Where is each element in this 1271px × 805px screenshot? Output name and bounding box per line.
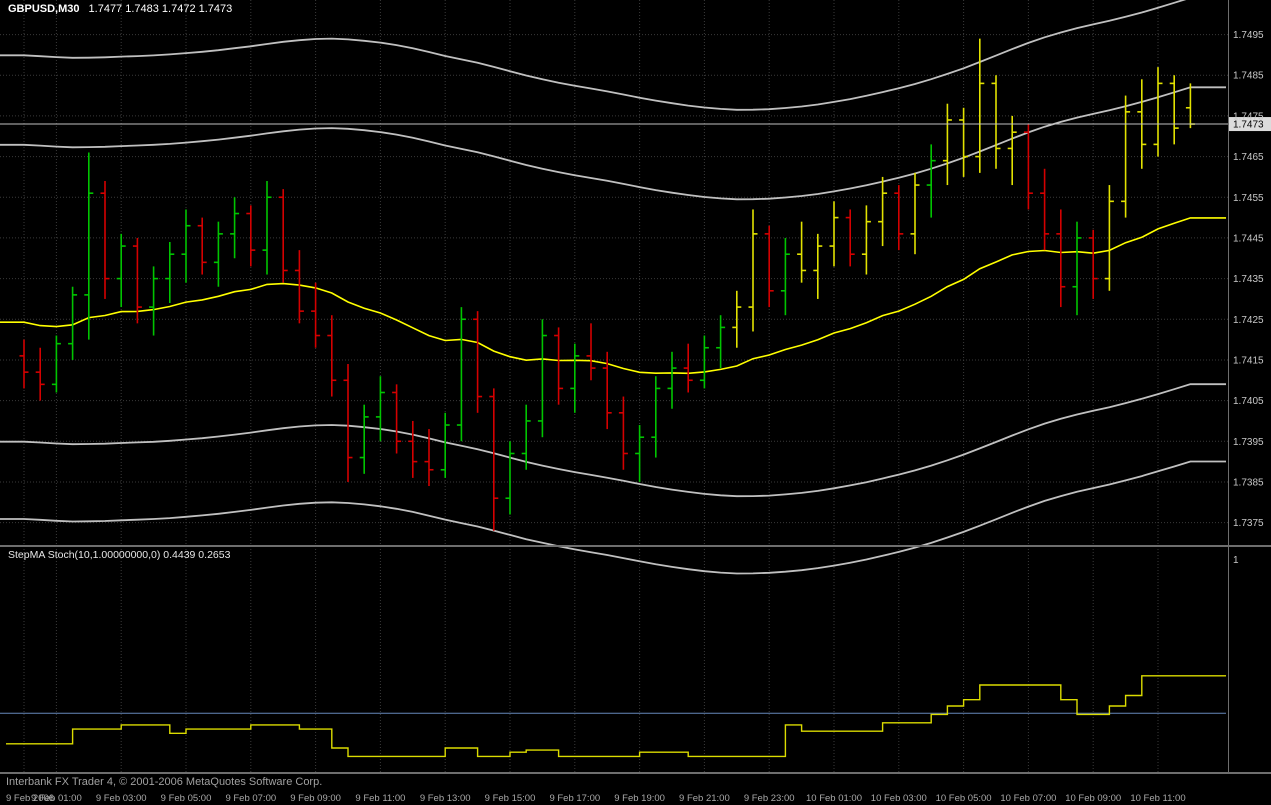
svg-text:1.7425: 1.7425	[1233, 315, 1264, 326]
svg-text:1.7473: 1.7473	[1233, 120, 1264, 131]
price-bars	[19, 38, 1195, 531]
svg-text:1.7405: 1.7405	[1233, 396, 1264, 407]
svg-text:1.7435: 1.7435	[1233, 274, 1264, 285]
svg-text:9 Feb 2006: 9 Feb 2006	[6, 793, 54, 804]
svg-text:1.7465: 1.7465	[1233, 152, 1264, 163]
current-price-badge: 1.7473	[1229, 117, 1271, 132]
svg-text:1.7455: 1.7455	[1233, 193, 1264, 204]
chart-title: GBPUSD,M30 1.7477 1.7483 1.7472 1.7473	[8, 3, 232, 15]
svg-text:10 Feb 01:00: 10 Feb 01:00	[806, 793, 862, 804]
svg-text:9 Feb 03:00: 9 Feb 03:00	[96, 793, 147, 804]
chart-symbol-timeframe: GBPUSD,M30	[8, 3, 80, 15]
price-axis[interactable]: 1.7495 1.7485 1.7475 1.7465 1.7455 1.7445 1.74…	[1233, 30, 1264, 529]
svg-text:1.7385: 1.7385	[1233, 477, 1264, 488]
grid-layer	[0, 0, 1228, 772]
svg-text:9 Feb 07:00: 9 Feb 07:00	[225, 793, 276, 804]
svg-text:9 Feb 15:00: 9 Feb 15:00	[485, 793, 536, 804]
svg-text:10 Feb 11:00: 10 Feb 11:00	[1130, 793, 1185, 804]
svg-text:9 Feb 01:00: 9 Feb 01:00	[31, 793, 82, 804]
indicator-scale: 1	[1233, 555, 1239, 566]
svg-text:9 Feb 19:00: 9 Feb 19:00	[614, 793, 665, 804]
band-lines	[0, 0, 1226, 575]
svg-text:9 Feb 23:00: 9 Feb 23:00	[744, 793, 795, 804]
svg-text:10 Feb 09:00: 10 Feb 09:00	[1065, 793, 1121, 804]
svg-text:1.7445: 1.7445	[1233, 233, 1264, 244]
window-separators	[0, 545, 1271, 774]
svg-text:9 Feb 05:00: 9 Feb 05:00	[161, 793, 212, 804]
svg-text:10 Feb 05:00: 10 Feb 05:00	[936, 793, 992, 804]
svg-text:1: 1	[1233, 555, 1239, 566]
indicator-title: StepMA Stoch(10,1.00000000,0) 0.4439 0.2…	[8, 549, 231, 561]
svg-text:9 Feb 17:00: 9 Feb 17:00	[549, 793, 600, 804]
svg-text:9 Feb 11:00: 9 Feb 11:00	[355, 793, 405, 804]
svg-text:10 Feb 03:00: 10 Feb 03:00	[871, 793, 927, 804]
status-bar-text: Interbank FX Trader 4, © 2001-2006 MetaQ…	[6, 776, 323, 788]
svg-text:1.7485: 1.7485	[1233, 71, 1264, 82]
indicator-line	[6, 675, 1226, 758]
svg-text:1.7375: 1.7375	[1233, 518, 1264, 529]
chart-ohlc-quote: 1.7477 1.7483 1.7472 1.7473	[88, 3, 233, 15]
svg-text:9 Feb 21:00: 9 Feb 21:00	[679, 793, 730, 804]
svg-text:1.7475: 1.7475	[1233, 111, 1264, 122]
svg-text:1.7415: 1.7415	[1233, 355, 1264, 366]
svg-text:10 Feb 07:00: 10 Feb 07:00	[1000, 793, 1056, 804]
svg-text:1.7495: 1.7495	[1233, 30, 1264, 41]
svg-text:9 Feb 13:00: 9 Feb 13:00	[420, 793, 471, 804]
svg-text:1.7395: 1.7395	[1233, 437, 1264, 448]
svg-text:9 Feb 09:00: 9 Feb 09:00	[290, 793, 341, 804]
